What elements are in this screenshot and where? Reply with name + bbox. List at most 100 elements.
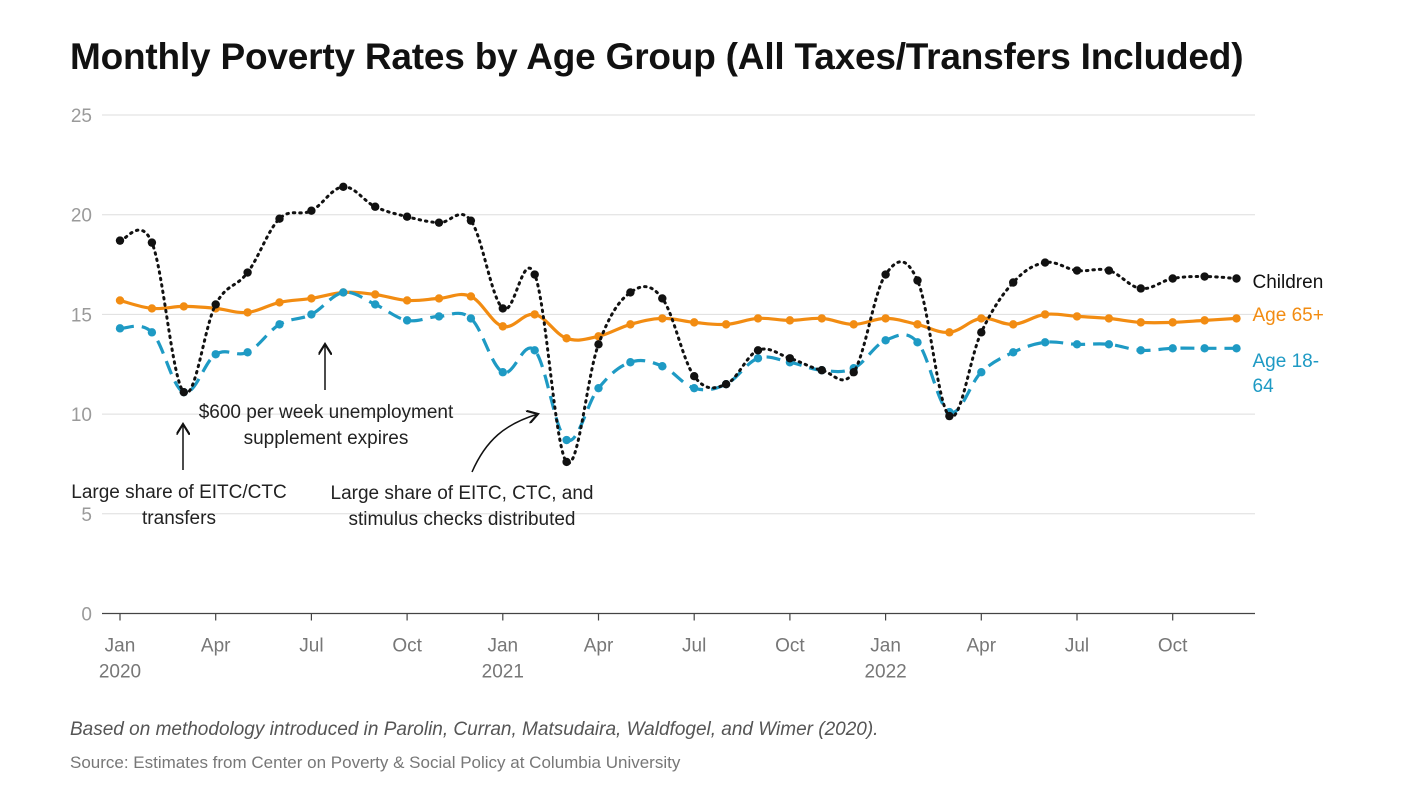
data-point <box>211 350 220 359</box>
data-point <box>1072 266 1082 275</box>
annotation-text: stimulus checks distributed <box>348 509 575 530</box>
data-point <box>849 368 858 377</box>
data-point <box>753 346 763 355</box>
series-lines <box>115 182 1241 467</box>
data-point <box>1232 314 1241 323</box>
data-point <box>530 310 539 319</box>
data-point <box>402 316 412 325</box>
data-point <box>817 366 826 375</box>
data-point <box>817 314 826 323</box>
data-point <box>690 372 699 381</box>
series-label: Children <box>1253 272 1324 293</box>
data-point <box>115 324 125 333</box>
data-point <box>881 314 890 323</box>
data-point <box>147 238 157 247</box>
gridlines <box>102 114 1255 515</box>
data-point <box>1040 310 1050 319</box>
annotation-arrow <box>471 414 538 473</box>
data-point <box>690 383 699 393</box>
data-point <box>179 387 188 397</box>
series-label: 64 <box>1253 376 1275 397</box>
data-point <box>1040 258 1050 267</box>
series-children <box>115 182 1241 467</box>
data-point <box>562 457 571 467</box>
data-point <box>1104 314 1114 323</box>
data-point <box>434 218 444 227</box>
data-point <box>881 270 890 279</box>
y-tick-label: 20 <box>71 206 92 227</box>
data-point <box>275 214 284 223</box>
data-point <box>785 316 795 325</box>
data-point <box>562 435 571 445</box>
annotation-text: supplement expires <box>244 428 409 449</box>
x-tick-year-label: 2020 <box>99 662 141 683</box>
data-point <box>753 354 763 363</box>
data-point <box>721 320 731 329</box>
annotations: $600 per week unemployment supplement exp… <box>71 344 593 530</box>
x-tick-label: Jan <box>870 636 901 657</box>
data-point <box>243 348 252 357</box>
y-tick-label: 25 <box>71 106 92 127</box>
data-point <box>530 270 539 279</box>
data-point <box>977 314 986 323</box>
data-point <box>594 383 603 393</box>
source-note: Source: Estimates from Center on Poverty… <box>70 753 681 772</box>
data-point <box>1136 346 1146 355</box>
data-point <box>1104 266 1114 275</box>
data-point <box>945 411 954 421</box>
annotation-text: transfers <box>142 508 216 529</box>
data-point <box>466 216 476 225</box>
data-point <box>977 328 986 337</box>
data-point <box>913 320 922 329</box>
data-point <box>594 340 603 349</box>
data-point <box>1136 318 1146 327</box>
annotation-text: Large share of EITC, CTC, and <box>331 483 594 504</box>
data-point <box>753 314 763 323</box>
y-tick-label: 15 <box>71 305 92 326</box>
data-point <box>977 368 986 377</box>
data-point <box>402 296 412 305</box>
data-point <box>1072 312 1082 321</box>
data-point <box>562 334 571 343</box>
axes: 0 5 10 15 20 25 Jan 2020 Apr Jul Oct Jan 2021 Apr Jul O… <box>71 106 1255 683</box>
data-point <box>1009 320 1018 329</box>
data-point <box>371 290 380 299</box>
data-point <box>1009 348 1018 357</box>
series-label: Age 18- <box>1253 351 1320 372</box>
data-point <box>275 298 284 307</box>
data-point <box>115 236 125 245</box>
data-point <box>466 314 476 323</box>
y-tick-label: 10 <box>71 405 92 426</box>
series-label: Age 65+ <box>1253 305 1324 326</box>
data-point <box>881 336 890 345</box>
x-tick-label: Jul <box>299 636 323 657</box>
data-point <box>147 328 157 337</box>
data-point <box>1232 344 1241 353</box>
data-point <box>721 379 731 389</box>
annotation-text: Large share of EITC/CTC <box>71 482 286 503</box>
data-point <box>530 346 539 355</box>
annotation-text: $600 per week unemployment <box>199 402 454 423</box>
data-point <box>1168 274 1177 283</box>
data-point <box>498 322 507 331</box>
data-point <box>626 358 635 367</box>
x-tick-label: Jul <box>1065 636 1089 657</box>
data-point <box>1200 272 1209 281</box>
data-point <box>1040 338 1050 347</box>
x-tick-year-label: 2022 <box>864 662 906 683</box>
data-point <box>1072 340 1082 349</box>
data-point <box>339 288 348 297</box>
data-point <box>1200 316 1209 325</box>
y-tick-label: 5 <box>81 505 92 526</box>
x-tick-label: Oct <box>392 636 422 657</box>
data-point <box>658 294 667 303</box>
data-point <box>179 302 188 311</box>
data-point <box>147 304 157 313</box>
data-point <box>913 338 922 347</box>
data-point <box>371 300 380 309</box>
data-point <box>1104 340 1114 349</box>
data-point <box>785 354 795 363</box>
data-point <box>1232 274 1241 283</box>
x-tick-year-label: 2021 <box>482 662 524 683</box>
data-point <box>1200 344 1209 353</box>
